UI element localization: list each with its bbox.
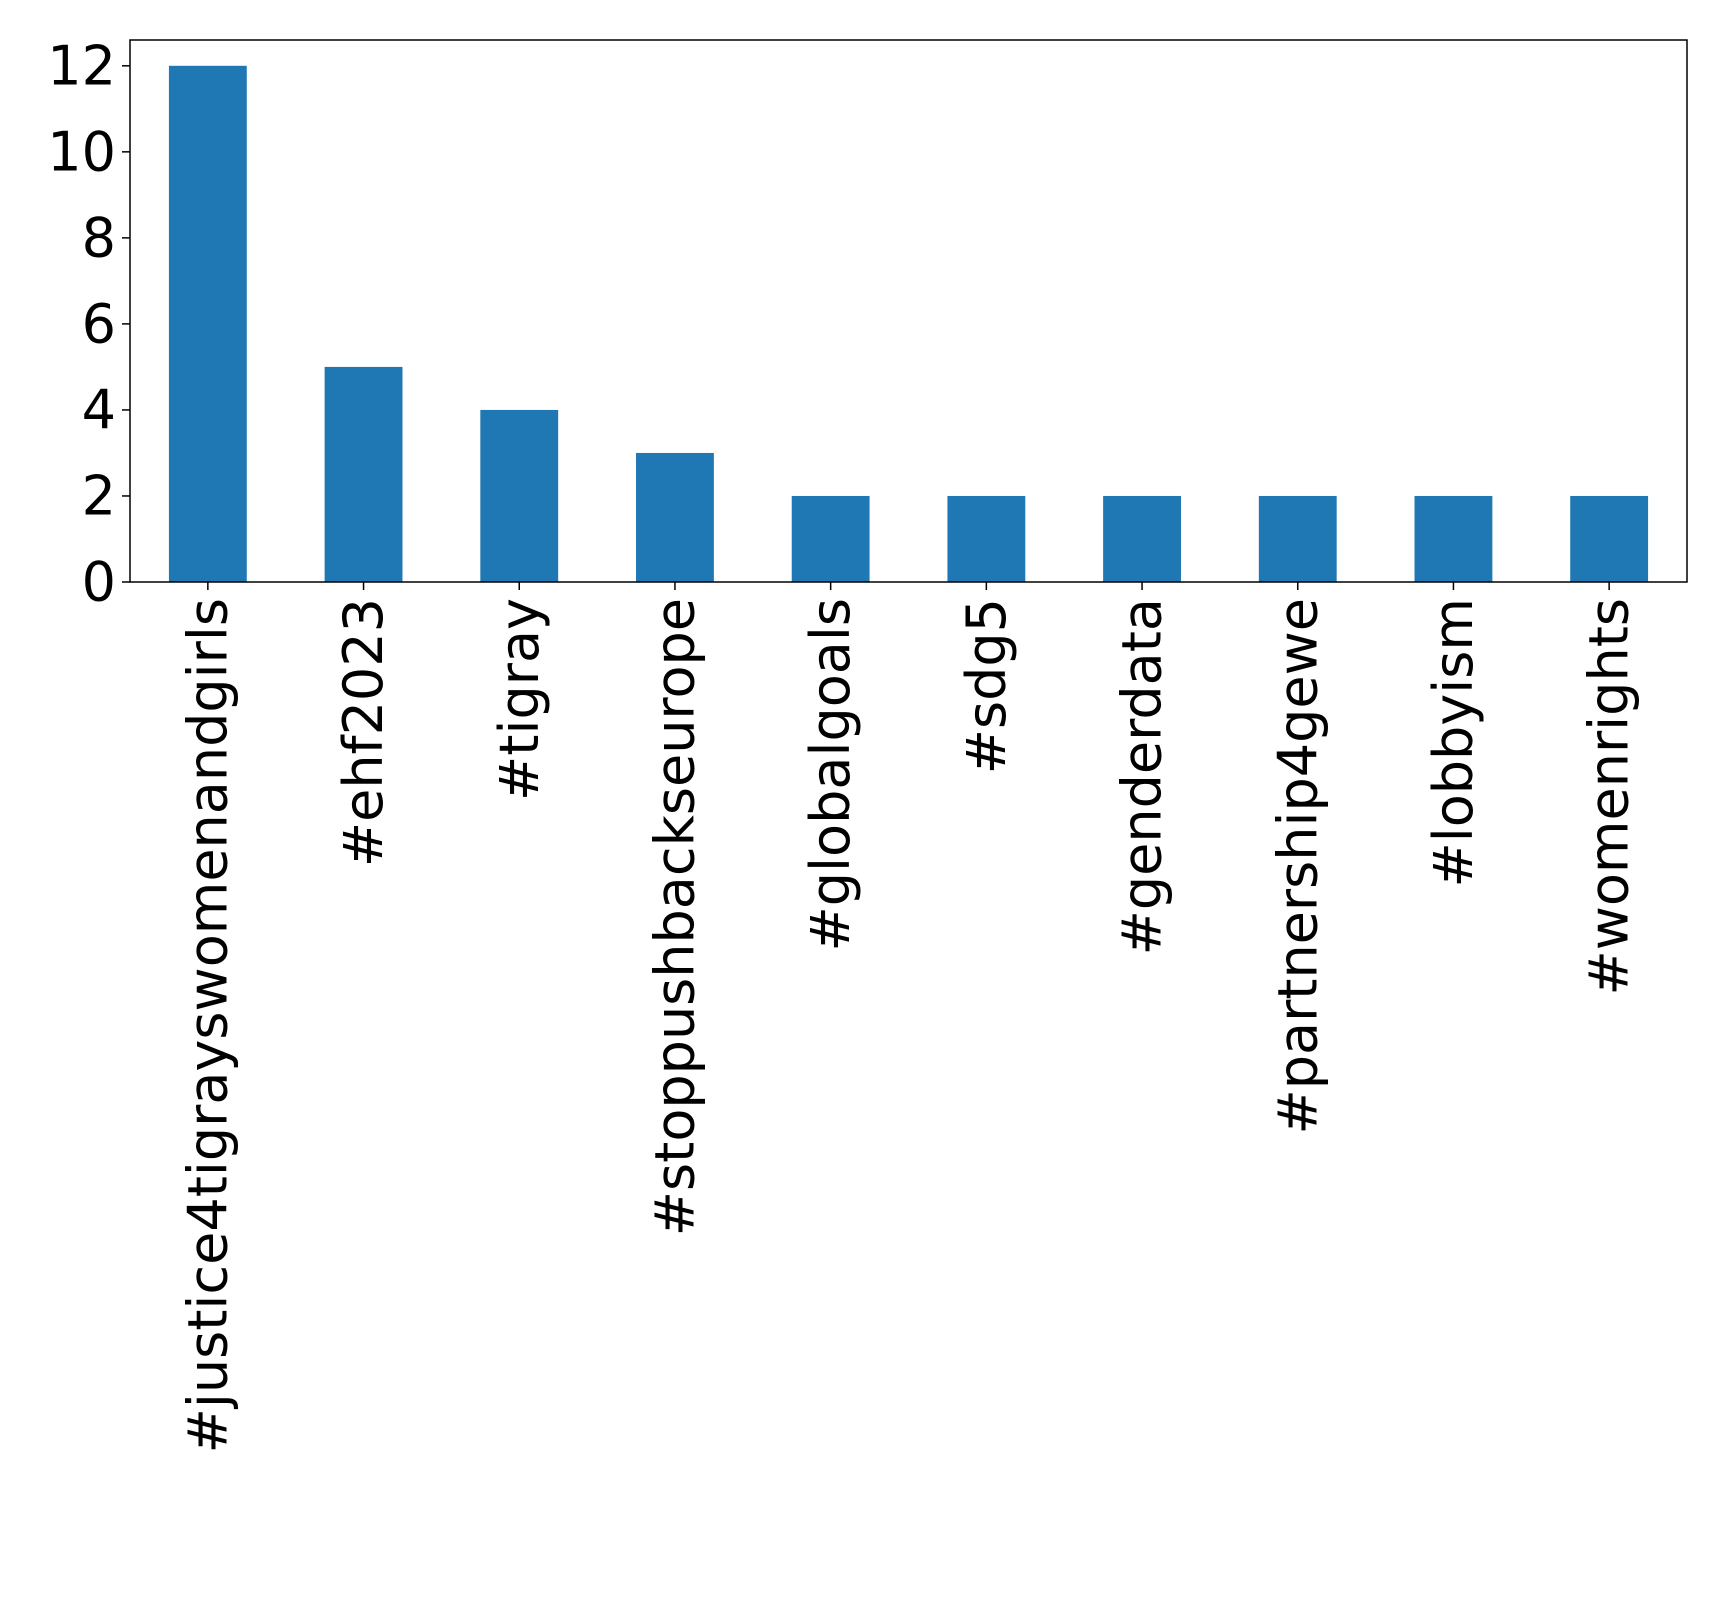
y-tick-label: 4 (82, 378, 116, 441)
x-tick-label: #stoppushbackseurope (643, 598, 706, 1236)
bar (1258, 495, 1337, 582)
y-tick-label: 8 (82, 206, 116, 269)
plot-frame (129, 39, 1688, 583)
bar (324, 366, 403, 582)
bar (947, 495, 1026, 582)
x-tick-label: #sdg5 (955, 598, 1018, 774)
y-tick-label: 0 (82, 551, 116, 614)
x-tick-label: #genderdata (1111, 598, 1174, 955)
bar (1103, 495, 1181, 582)
bar (1570, 495, 1649, 582)
x-tick-label: #partnership4gewe (1266, 598, 1329, 1135)
bar (480, 409, 559, 582)
x-tick-label: #ehf2023 (332, 598, 395, 867)
bar (636, 452, 714, 582)
x-tick-label: #lobbyism (1422, 598, 1485, 888)
x-axis: #justice4tigrayswomenandgirls #ehf2023 #ti… (176, 582, 1641, 1453)
x-tick-label: #tigray (488, 598, 551, 801)
y-tick-label: 10 (47, 120, 116, 183)
x-tick-label: #justice4tigrayswomenandgirls (176, 598, 239, 1453)
y-tick-label: 12 (47, 34, 116, 97)
y-tick-label: 6 (82, 292, 116, 355)
bar (168, 65, 247, 583)
bars-group (168, 65, 1649, 583)
x-tick-label: #womenrights (1578, 598, 1641, 996)
y-axis: 0 2 4 6 8 10 12 (47, 34, 130, 614)
bar (791, 495, 870, 582)
x-tick-label: #globalgoals (799, 598, 862, 951)
y-tick-label: 2 (82, 464, 116, 527)
bar (1414, 495, 1493, 582)
